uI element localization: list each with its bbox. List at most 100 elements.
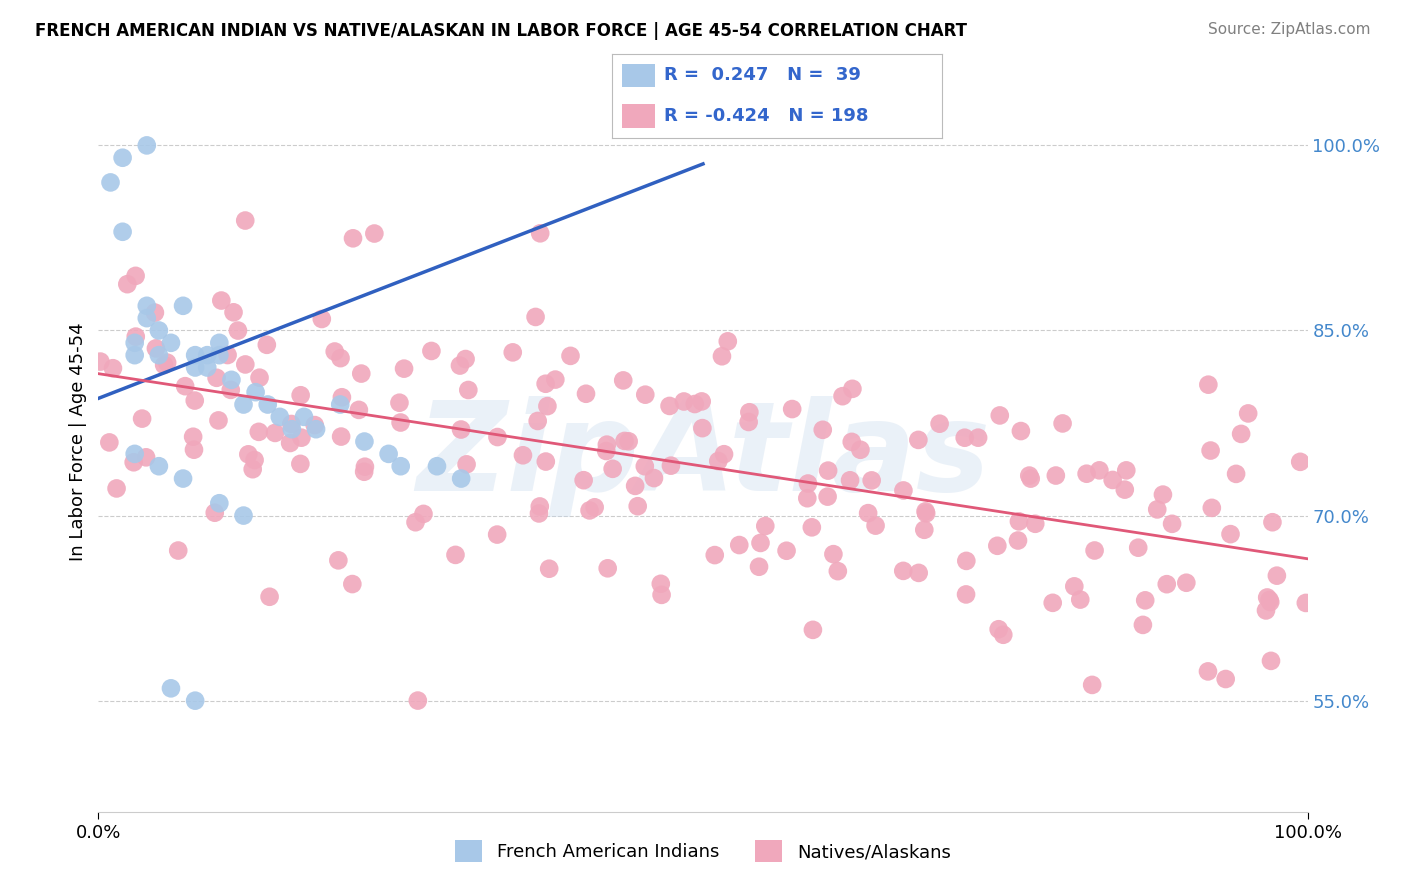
Point (1010, 424, 1032, 438)
Point (232, 508, 254, 523)
Point (856, 506, 879, 520)
Point (209, 293, 232, 308)
Point (329, 351, 352, 365)
Point (811, 423, 834, 437)
Point (536, 399, 558, 413)
Point (457, 383, 479, 397)
Point (208, 496, 231, 510)
Point (444, 548, 467, 562)
Point (524, 310, 547, 324)
Point (560, 349, 582, 363)
Bar (621, 104, 655, 128)
Point (135, 311, 157, 326)
Point (1295, 596, 1317, 610)
Point (350, 367, 373, 381)
Point (143, 305, 166, 319)
Point (1201, 500, 1223, 515)
Point (426, 459, 449, 474)
Point (1289, 455, 1312, 469)
Point (207, 413, 229, 427)
Point (1175, 575, 1198, 590)
Point (125, 329, 148, 343)
Point (544, 373, 567, 387)
Point (1115, 463, 1137, 477)
Point (658, 399, 681, 413)
Point (529, 500, 551, 514)
Point (454, 352, 477, 367)
Point (184, 360, 207, 375)
Point (305, 422, 328, 436)
Point (738, 405, 761, 419)
Point (651, 588, 673, 602)
Point (243, 453, 266, 467)
Point (634, 459, 657, 474)
Point (502, 345, 524, 359)
Point (208, 335, 231, 350)
Point (124, 447, 146, 461)
Point (780, 402, 803, 417)
Point (683, 397, 706, 411)
Point (1019, 472, 1042, 486)
Point (290, 457, 312, 471)
Point (221, 373, 243, 387)
Point (1081, 678, 1104, 692)
Point (450, 472, 472, 486)
Point (124, 335, 146, 350)
Text: R =  0.247   N =  39: R = 0.247 N = 39 (665, 66, 862, 84)
Point (1045, 468, 1067, 483)
Point (1215, 672, 1237, 686)
Point (174, 379, 197, 393)
Point (827, 564, 849, 578)
Point (347, 403, 370, 417)
Point (1197, 665, 1219, 679)
Point (797, 476, 820, 491)
Point (596, 561, 619, 575)
Point (208, 348, 231, 362)
Point (249, 370, 271, 384)
Point (737, 415, 759, 429)
Point (1088, 463, 1111, 477)
Point (627, 499, 650, 513)
Point (172, 472, 194, 486)
Point (148, 324, 170, 338)
Point (914, 504, 936, 518)
Point (624, 479, 647, 493)
Point (105, 482, 128, 496)
Point (841, 382, 863, 396)
Point (583, 500, 606, 515)
Point (1042, 596, 1064, 610)
Point (323, 344, 346, 359)
Point (865, 518, 887, 533)
Point (534, 454, 557, 468)
Point (690, 394, 713, 409)
Point (987, 622, 1010, 636)
Point (817, 464, 839, 478)
Point (1128, 541, 1150, 555)
Point (1018, 468, 1040, 483)
Point (748, 559, 770, 574)
Point (1135, 593, 1157, 607)
Point (354, 459, 377, 474)
Point (1230, 426, 1253, 441)
Point (710, 349, 733, 363)
Point (800, 520, 823, 534)
Point (205, 371, 228, 385)
Point (238, 447, 260, 461)
Point (232, 398, 254, 412)
Point (849, 442, 872, 457)
Point (242, 462, 264, 476)
Point (617, 434, 640, 449)
Point (1024, 516, 1046, 531)
Point (713, 447, 735, 461)
Point (534, 376, 557, 391)
Point (181, 430, 204, 444)
Point (363, 227, 385, 241)
Point (100, 176, 122, 190)
Point (839, 473, 862, 487)
Point (264, 425, 287, 440)
Point (450, 423, 472, 437)
Point (281, 422, 304, 436)
Point (1225, 467, 1247, 481)
Point (311, 312, 333, 326)
Point (749, 536, 772, 550)
